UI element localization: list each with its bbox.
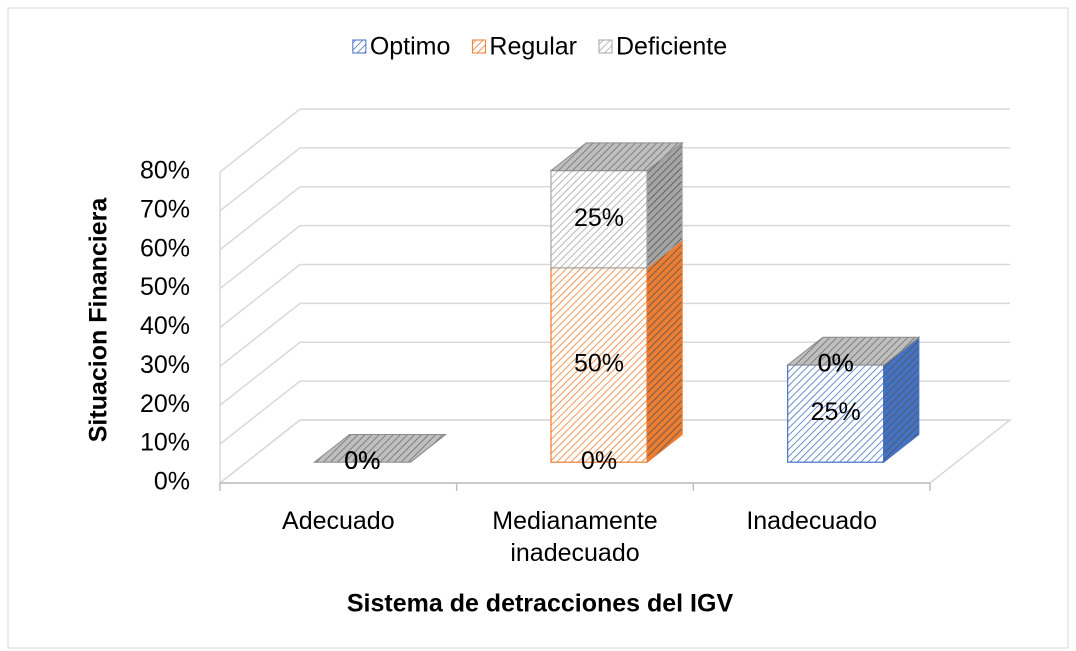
chart-border [7, 7, 1069, 649]
side-grid-line [219, 108, 301, 173]
legend-label: Regular [489, 33, 577, 61]
bar-top [786, 336, 921, 366]
data-label: 0% [818, 350, 854, 378]
legend-label: Deficiente [616, 33, 727, 61]
data-label: 0% [344, 447, 380, 475]
x-tick-label: Medianamente inadecuado [492, 507, 658, 567]
y-tick-label: 10% [140, 429, 190, 457]
side-grid-line [219, 302, 301, 367]
data-label: 25% [811, 398, 861, 426]
bar-segment [550, 170, 648, 269]
data-label: 50% [574, 350, 624, 378]
side-grid-line [219, 380, 301, 445]
y-tick-label: 0% [154, 468, 190, 496]
legend-swatch [471, 39, 486, 54]
side-grid-line [219, 419, 301, 484]
y-tick-label: 50% [140, 273, 190, 301]
data-label: 0% [344, 447, 380, 475]
side-grid-line [219, 147, 301, 212]
bar-segment [550, 267, 648, 463]
x-tick-label: Adecuado [282, 507, 395, 535]
bar-top [549, 142, 684, 172]
legend-swatch [598, 39, 613, 54]
x-axis-title: Sistema de detracciones del IGV [347, 590, 734, 618]
data-label: 0% [818, 350, 854, 378]
y-tick-label: 30% [140, 351, 190, 379]
y-axis-title: Situacion Financiera [85, 197, 113, 443]
data-label: 25% [574, 204, 624, 232]
data-label: 0% [581, 447, 617, 475]
y-tick-label: 20% [140, 390, 190, 418]
data-label: 0% [344, 447, 380, 475]
side-grid-line [219, 186, 301, 251]
y-tick-label: 80% [140, 157, 190, 185]
bar-top [312, 433, 447, 463]
legend-swatch [352, 39, 367, 54]
y-tick-label: 40% [140, 312, 190, 340]
y-tick-label: 60% [140, 234, 190, 262]
legend: Optimo Regular Deficiente [352, 33, 727, 61]
bar-segment [787, 364, 885, 463]
side-grid-line [219, 225, 301, 290]
bar-side [646, 239, 683, 464]
side-grid-line [219, 263, 301, 329]
x-tick-label: Inadecuado [746, 507, 877, 535]
legend-label: Optimo [370, 33, 451, 61]
y-tick-label: 70% [140, 195, 190, 223]
side-grid-line [219, 341, 301, 406]
